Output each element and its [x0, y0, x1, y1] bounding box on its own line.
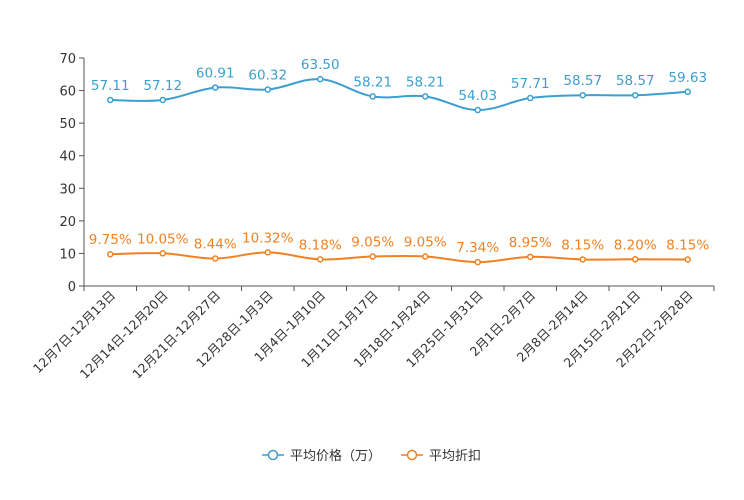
- x-tick-label: 12月21日-12月27日: [129, 288, 223, 382]
- data-point: [579, 256, 586, 263]
- data-point: [159, 250, 166, 257]
- data-label: 58.57: [563, 73, 602, 89]
- data-label: 7.34%: [456, 240, 499, 256]
- data-label: 59.63: [668, 70, 707, 86]
- data-point: [422, 93, 429, 100]
- data-point: [369, 253, 376, 260]
- data-point: [107, 96, 114, 104]
- data-label: 8.95%: [509, 235, 552, 251]
- data-point: [159, 96, 166, 104]
- data-label: 9.05%: [351, 235, 394, 251]
- data-point: [317, 75, 324, 83]
- data-label: 10.32%: [242, 230, 294, 246]
- data-point: [632, 256, 639, 263]
- data-label: 63.50: [301, 57, 340, 73]
- data-point: [369, 93, 376, 100]
- data-point: [684, 88, 691, 96]
- data-label: 8.15%: [561, 237, 604, 253]
- data-point: [264, 249, 271, 256]
- data-label: 58.57: [616, 73, 655, 89]
- data-label: 57.12: [143, 78, 182, 94]
- series-line-average-discount: [110, 251, 688, 264]
- data-point: [474, 106, 481, 114]
- data-point: [264, 86, 271, 93]
- data-label: 10.05%: [137, 231, 189, 247]
- data-label: 8.20%: [614, 237, 657, 253]
- data-point: [107, 250, 114, 258]
- y-tick-label: 40: [59, 150, 76, 165]
- data-label: 57.71: [511, 76, 550, 92]
- data-label: 9.05%: [404, 235, 447, 251]
- data-point: [632, 91, 639, 99]
- data-label: 8.15%: [666, 237, 709, 253]
- data-point: [579, 91, 586, 99]
- data-label: 54.03: [458, 88, 497, 104]
- data-label: 9.75%: [89, 232, 132, 248]
- y-tick-label: 50: [59, 117, 76, 132]
- data-label: 58.21: [353, 74, 392, 90]
- legend-label: 平均价格（万）: [290, 448, 381, 464]
- x-tick-label: 12月14日-12月20日: [77, 288, 171, 382]
- y-tick-label: 60: [59, 85, 76, 100]
- legend-marker: [406, 449, 418, 461]
- data-label: 8.44%: [194, 237, 237, 253]
- y-tick-label: 0: [68, 280, 76, 295]
- data-point: [527, 94, 534, 102]
- y-tick-label: 20: [59, 215, 76, 230]
- data-point: [422, 253, 429, 260]
- legend-marker: [267, 449, 279, 461]
- data-label: 60.32: [248, 68, 287, 84]
- data-label: 58.21: [406, 74, 445, 90]
- data-label: 57.11: [91, 78, 130, 94]
- data-label: 60.91: [196, 66, 235, 82]
- data-point: [317, 256, 324, 263]
- data-point: [474, 258, 481, 266]
- data-point: [212, 84, 219, 91]
- y-tick-label: 30: [59, 182, 76, 197]
- y-tick-label: 70: [59, 52, 76, 67]
- data-point: [684, 256, 691, 263]
- data-label: 8.18%: [299, 237, 342, 253]
- y-tick-label: 10: [59, 247, 76, 262]
- series-line-average-price: [110, 78, 688, 112]
- data-point: [212, 255, 219, 262]
- data-point: [527, 253, 534, 261]
- legend-label: 平均折扣: [429, 449, 481, 464]
